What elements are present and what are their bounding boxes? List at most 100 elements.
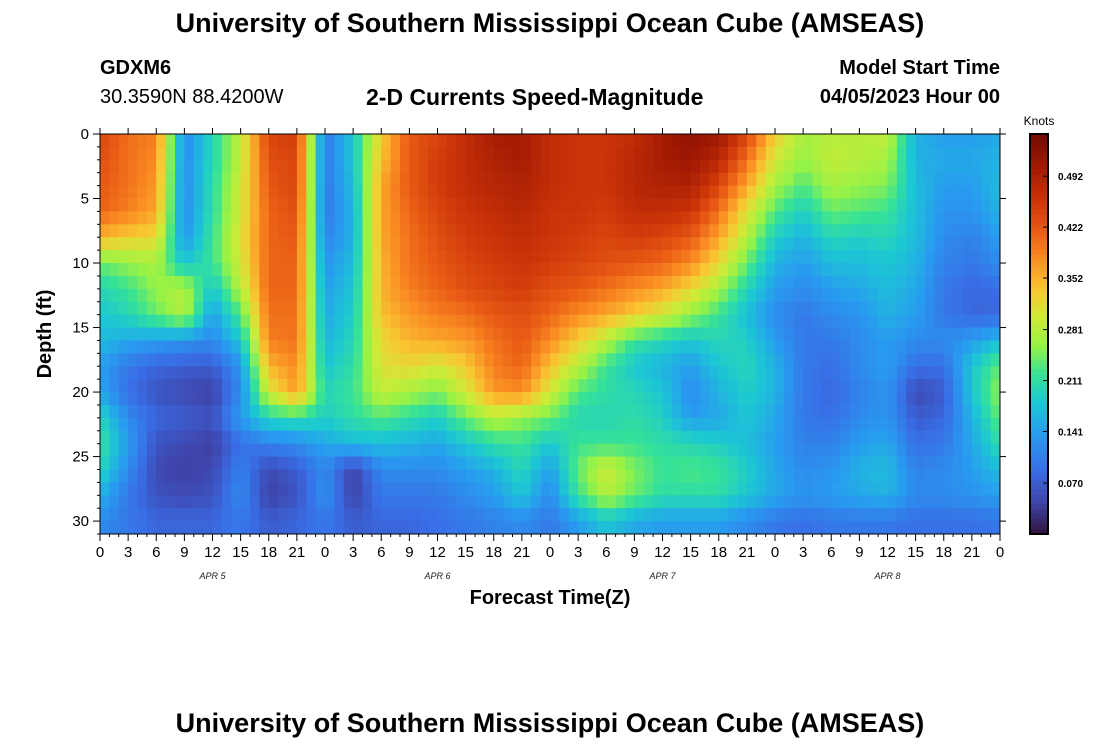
heatmap-cell	[315, 508, 326, 522]
heatmap-cell	[643, 146, 654, 161]
heatmap-cell	[634, 482, 645, 496]
heatmap-cell	[259, 159, 270, 174]
heatmap-cell	[315, 340, 326, 354]
heatmap-cell	[531, 198, 542, 212]
heatmap-cell	[118, 456, 129, 470]
heatmap-cell	[418, 314, 429, 328]
heatmap-cell	[962, 263, 973, 277]
heatmap-cell	[643, 198, 654, 212]
heatmap-cell	[840, 353, 851, 367]
colorbar-segment	[1030, 459, 1048, 465]
heatmap-cell	[259, 314, 270, 328]
heatmap-cell	[653, 301, 663, 316]
heatmap-cell	[962, 288, 973, 303]
heatmap-cell	[915, 198, 926, 212]
heatmap-cell	[784, 275, 795, 290]
heatmap-cell	[409, 185, 420, 199]
heatmap-cell	[268, 366, 279, 380]
heatmap-cell	[718, 211, 729, 225]
heatmap-cell	[371, 417, 382, 432]
heatmap-cell	[550, 482, 560, 496]
heatmap-cell	[128, 404, 138, 419]
heatmap-cell	[559, 301, 570, 316]
heatmap-cell	[531, 172, 542, 187]
heatmap-cell	[418, 469, 429, 483]
heatmap-cell	[821, 211, 832, 225]
heatmap-cell	[118, 404, 129, 419]
heatmap-cell	[250, 404, 260, 419]
heatmap-cell	[653, 392, 663, 406]
heatmap-cell	[287, 430, 298, 445]
heatmap-cell	[653, 275, 663, 290]
heatmap-cell	[212, 288, 223, 303]
heatmap-cell	[615, 185, 626, 199]
heatmap-cell	[606, 301, 617, 316]
heatmap-cell	[315, 443, 326, 457]
heatmap-cell	[493, 224, 504, 238]
heatmap-cell	[587, 134, 598, 148]
heatmap-cell	[925, 327, 935, 341]
heatmap-cell	[503, 469, 513, 483]
heatmap-cell	[850, 250, 860, 264]
heatmap-cell	[484, 185, 495, 199]
heatmap-cell	[362, 134, 373, 148]
heatmap-cell	[559, 134, 570, 148]
heatmap-cell	[203, 275, 213, 290]
heatmap-cell	[821, 263, 832, 277]
heatmap-cell	[353, 508, 363, 522]
heatmap-cell	[578, 134, 588, 148]
heatmap-cell	[137, 443, 148, 457]
heatmap-cell	[671, 392, 682, 406]
heatmap-cell	[643, 237, 654, 251]
heatmap-cell	[850, 146, 860, 161]
heatmap-cell	[521, 314, 532, 328]
heatmap-cell	[615, 456, 626, 470]
heatmap-cell	[212, 263, 223, 277]
heatmap-cell	[803, 288, 813, 303]
heatmap-cell	[175, 482, 185, 496]
heatmap-cell	[690, 198, 701, 212]
heatmap-cell	[700, 146, 710, 161]
heatmap-cell	[578, 417, 588, 432]
heatmap-cell	[765, 237, 776, 251]
heatmap-cell	[390, 237, 401, 251]
heatmap-cell	[278, 443, 288, 457]
heatmap-cell	[343, 430, 354, 445]
heatmap-cell	[137, 404, 148, 419]
heatmap-cell	[840, 430, 851, 445]
heatmap-cell	[250, 198, 260, 212]
heatmap-cell	[484, 314, 495, 328]
heatmap-cell	[812, 456, 823, 470]
heatmap-cell	[362, 275, 373, 290]
heatmap-cell	[371, 340, 382, 354]
heatmap-cell	[353, 301, 363, 316]
heatmap-cell	[784, 430, 795, 445]
heatmap-cell	[850, 301, 860, 316]
heatmap-cell	[840, 198, 851, 212]
heatmap-cell	[371, 185, 382, 199]
heatmap-cell	[625, 237, 635, 251]
heatmap-cell	[793, 430, 804, 445]
heatmap-cell	[475, 353, 485, 367]
x-tick-label: 3	[124, 544, 132, 561]
colorbar-segment	[1030, 199, 1048, 205]
heatmap-cell	[325, 482, 335, 496]
heatmap-cell	[587, 146, 598, 161]
heatmap-cell	[784, 379, 795, 393]
heatmap-cell	[906, 521, 917, 535]
heatmap-cell	[146, 301, 157, 316]
heatmap-cell	[671, 379, 682, 393]
heatmap-cell	[915, 469, 926, 483]
heatmap-cell	[137, 224, 148, 238]
heatmap-cell	[681, 288, 692, 303]
heatmap-cell	[465, 340, 476, 354]
heatmap-cell	[334, 469, 345, 483]
heatmap-cell	[175, 404, 185, 419]
heatmap-cell	[512, 366, 523, 380]
heatmap-cell	[540, 198, 551, 212]
heatmap-cell	[596, 366, 607, 380]
heatmap-cell	[475, 211, 485, 225]
heatmap-cell	[606, 327, 617, 341]
heatmap-cell	[981, 159, 992, 174]
heatmap-cell	[503, 327, 513, 341]
